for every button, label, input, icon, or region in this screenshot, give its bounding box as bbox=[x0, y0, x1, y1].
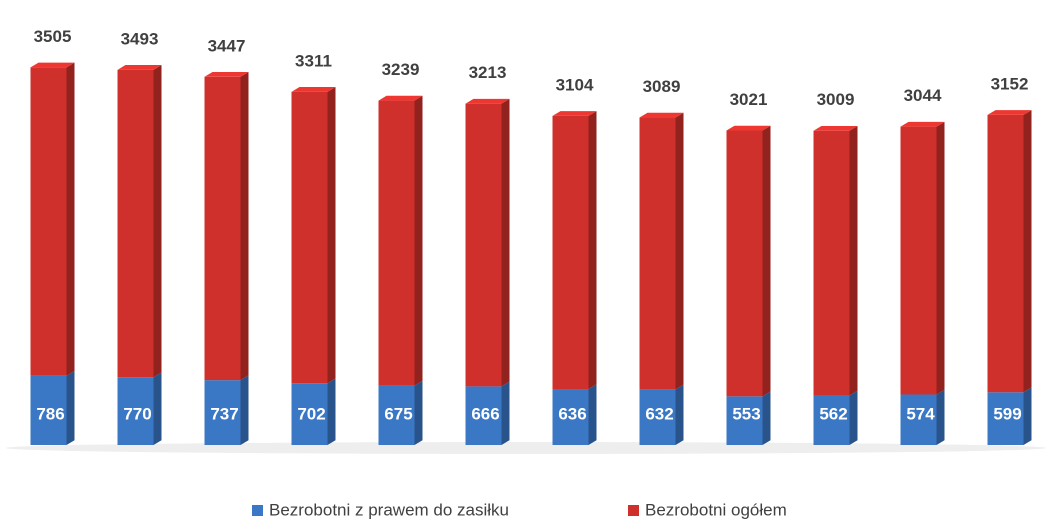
value-label: 3104 bbox=[556, 75, 594, 94]
legend-swatch bbox=[628, 505, 639, 516]
bar bbox=[639, 389, 676, 445]
bar-side bbox=[762, 125, 771, 397]
bar-top bbox=[204, 72, 249, 77]
bar bbox=[204, 76, 241, 381]
bar bbox=[726, 130, 763, 397]
value-label: 3009 bbox=[817, 90, 855, 109]
bar-side bbox=[327, 378, 336, 445]
bar bbox=[813, 130, 850, 396]
legend-label: Bezrobotni ogółem bbox=[645, 500, 787, 519]
bar-side bbox=[327, 87, 336, 384]
bar bbox=[465, 103, 502, 387]
value-label: 3089 bbox=[643, 77, 681, 96]
value-label: 3493 bbox=[121, 29, 159, 48]
value-label: 599 bbox=[993, 404, 1021, 423]
value-label: 3152 bbox=[991, 74, 1029, 93]
bar bbox=[552, 389, 589, 445]
bar bbox=[726, 396, 763, 445]
value-label: 786 bbox=[36, 404, 64, 423]
bar-top bbox=[900, 121, 945, 127]
bar bbox=[987, 114, 1024, 393]
bar bbox=[378, 385, 415, 445]
floor-shadow bbox=[6, 442, 1046, 454]
bar bbox=[639, 117, 676, 390]
bar bbox=[900, 126, 937, 395]
bar-side bbox=[936, 389, 945, 445]
bar-side bbox=[66, 371, 75, 445]
value-label: 3239 bbox=[382, 60, 420, 79]
value-label: 3505 bbox=[34, 27, 72, 46]
bar bbox=[987, 392, 1024, 445]
value-label: 3213 bbox=[469, 63, 507, 82]
bar-top bbox=[291, 87, 336, 92]
bar-side bbox=[849, 125, 858, 396]
bar bbox=[117, 69, 154, 378]
bar bbox=[291, 383, 328, 445]
value-label: 3447 bbox=[208, 36, 246, 55]
bar-top bbox=[639, 112, 684, 118]
bar bbox=[900, 394, 937, 445]
bar-side bbox=[153, 372, 162, 445]
value-label: 666 bbox=[471, 404, 499, 423]
bar-side bbox=[675, 112, 684, 390]
bar-side bbox=[414, 380, 423, 445]
bar-top bbox=[117, 65, 162, 70]
legend-swatch bbox=[252, 505, 263, 516]
bar-side bbox=[936, 121, 945, 395]
bar-side bbox=[1023, 387, 1032, 445]
bar-side bbox=[153, 65, 162, 378]
bar-side bbox=[414, 95, 423, 386]
value-label: 632 bbox=[645, 404, 673, 423]
legend-label: Bezrobotni z prawem do zasiłku bbox=[269, 500, 509, 519]
bar bbox=[378, 100, 415, 386]
bar-side bbox=[588, 384, 597, 445]
bar-side bbox=[762, 391, 771, 445]
bar-top bbox=[987, 110, 1032, 115]
bar-side bbox=[501, 381, 510, 445]
value-label: 562 bbox=[819, 404, 847, 423]
value-label: 702 bbox=[297, 404, 325, 423]
bar-side bbox=[240, 72, 249, 381]
bar-side bbox=[849, 390, 858, 445]
bar-side bbox=[1023, 110, 1032, 393]
bar bbox=[204, 380, 241, 445]
bar-top bbox=[552, 111, 597, 116]
bar-top bbox=[465, 98, 510, 104]
value-label: 675 bbox=[384, 404, 412, 423]
bar-side bbox=[675, 384, 684, 445]
bar bbox=[291, 91, 328, 384]
value-label: 3311 bbox=[295, 51, 332, 70]
bar bbox=[552, 115, 589, 390]
bar-top bbox=[726, 125, 771, 131]
bar-side bbox=[501, 98, 510, 387]
bar-top bbox=[813, 125, 858, 131]
bar-side bbox=[240, 375, 249, 445]
value-label: 636 bbox=[558, 404, 586, 423]
bar bbox=[813, 395, 850, 445]
value-label: 3044 bbox=[904, 86, 942, 105]
value-label: 553 bbox=[732, 404, 760, 423]
bar bbox=[30, 67, 67, 376]
bar bbox=[30, 375, 67, 445]
bar bbox=[117, 377, 154, 445]
bar bbox=[465, 386, 502, 445]
bar-top bbox=[378, 95, 423, 101]
value-label: 770 bbox=[123, 404, 151, 423]
bar-side bbox=[588, 111, 597, 390]
bar-side bbox=[66, 62, 75, 376]
value-label: 574 bbox=[906, 404, 935, 423]
bar-top bbox=[30, 62, 75, 68]
value-label: 737 bbox=[210, 404, 238, 423]
value-label: 3021 bbox=[730, 90, 768, 109]
